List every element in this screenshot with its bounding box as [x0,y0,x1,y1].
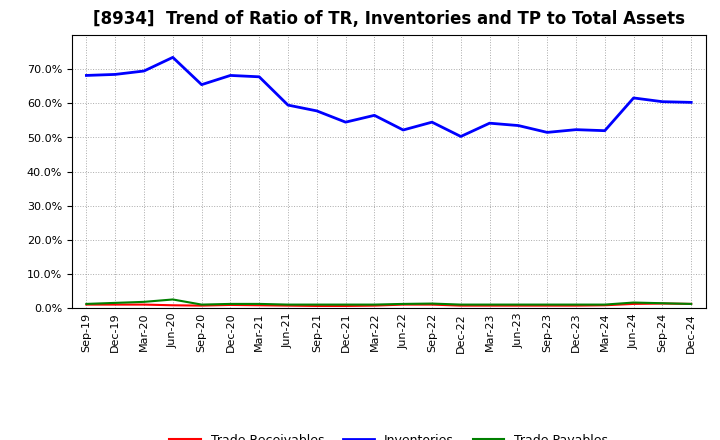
Trade Payables [82,301,91,307]
Trade Payables [226,301,235,307]
Inventories [629,95,638,101]
Trade Receivables [572,303,580,308]
Inventories [485,121,494,126]
Title: [8934]  Trend of Ratio of TR, Inventories and TP to Total Assets: [8934] Trend of Ratio of TR, Inventories… [93,10,685,28]
Line: Trade Payables: Trade Payables [86,300,691,304]
Trade Receivables [226,302,235,308]
Trade Payables [600,302,609,307]
Trade Receivables [284,303,292,308]
Inventories [600,128,609,133]
Inventories [456,134,465,139]
Trade Receivables [456,303,465,308]
Inventories [428,120,436,125]
Line: Inventories: Inventories [86,57,691,136]
Trade Receivables [658,301,667,306]
Trade Payables [168,297,177,302]
Trade Payables [399,301,408,307]
Inventories [140,68,148,73]
Trade Payables [370,302,379,307]
Inventories [284,103,292,108]
Trade Payables [456,302,465,307]
Trade Receivables [399,302,408,307]
Trade Receivables [168,303,177,308]
Trade Receivables [687,301,696,307]
Trade Receivables [543,303,552,308]
Trade Payables [428,301,436,306]
Trade Payables [140,299,148,304]
Inventories [197,82,206,87]
Trade Payables [629,300,638,305]
Line: Trade Receivables: Trade Receivables [86,304,691,306]
Trade Receivables [629,301,638,307]
Trade Receivables [312,303,321,308]
Legend: Trade Receivables, Inventories, Trade Payables: Trade Receivables, Inventories, Trade Pa… [164,429,613,440]
Inventories [82,73,91,78]
Trade Payables [312,302,321,307]
Trade Payables [543,302,552,307]
Trade Receivables [370,303,379,308]
Inventories [168,55,177,60]
Trade Payables [255,301,264,307]
Inventories [312,108,321,114]
Inventories [399,127,408,132]
Inventories [255,74,264,80]
Inventories [226,73,235,78]
Trade Payables [111,300,120,305]
Inventories [572,127,580,132]
Inventories [370,113,379,118]
Trade Receivables [485,303,494,308]
Trade Receivables [82,302,91,307]
Trade Payables [284,302,292,307]
Trade Payables [687,301,696,307]
Trade Payables [658,301,667,306]
Inventories [687,100,696,105]
Trade Receivables [197,303,206,308]
Trade Payables [485,302,494,307]
Trade Receivables [255,303,264,308]
Trade Payables [197,302,206,307]
Trade Payables [341,302,350,307]
Trade Receivables [428,302,436,307]
Inventories [514,123,523,128]
Inventories [111,72,120,77]
Inventories [543,130,552,135]
Trade Receivables [341,303,350,308]
Inventories [341,120,350,125]
Inventories [658,99,667,104]
Trade Receivables [140,302,148,307]
Trade Payables [572,302,580,307]
Trade Payables [514,302,523,307]
Trade Receivables [600,303,609,308]
Trade Receivables [514,303,523,308]
Trade Receivables [111,302,120,307]
